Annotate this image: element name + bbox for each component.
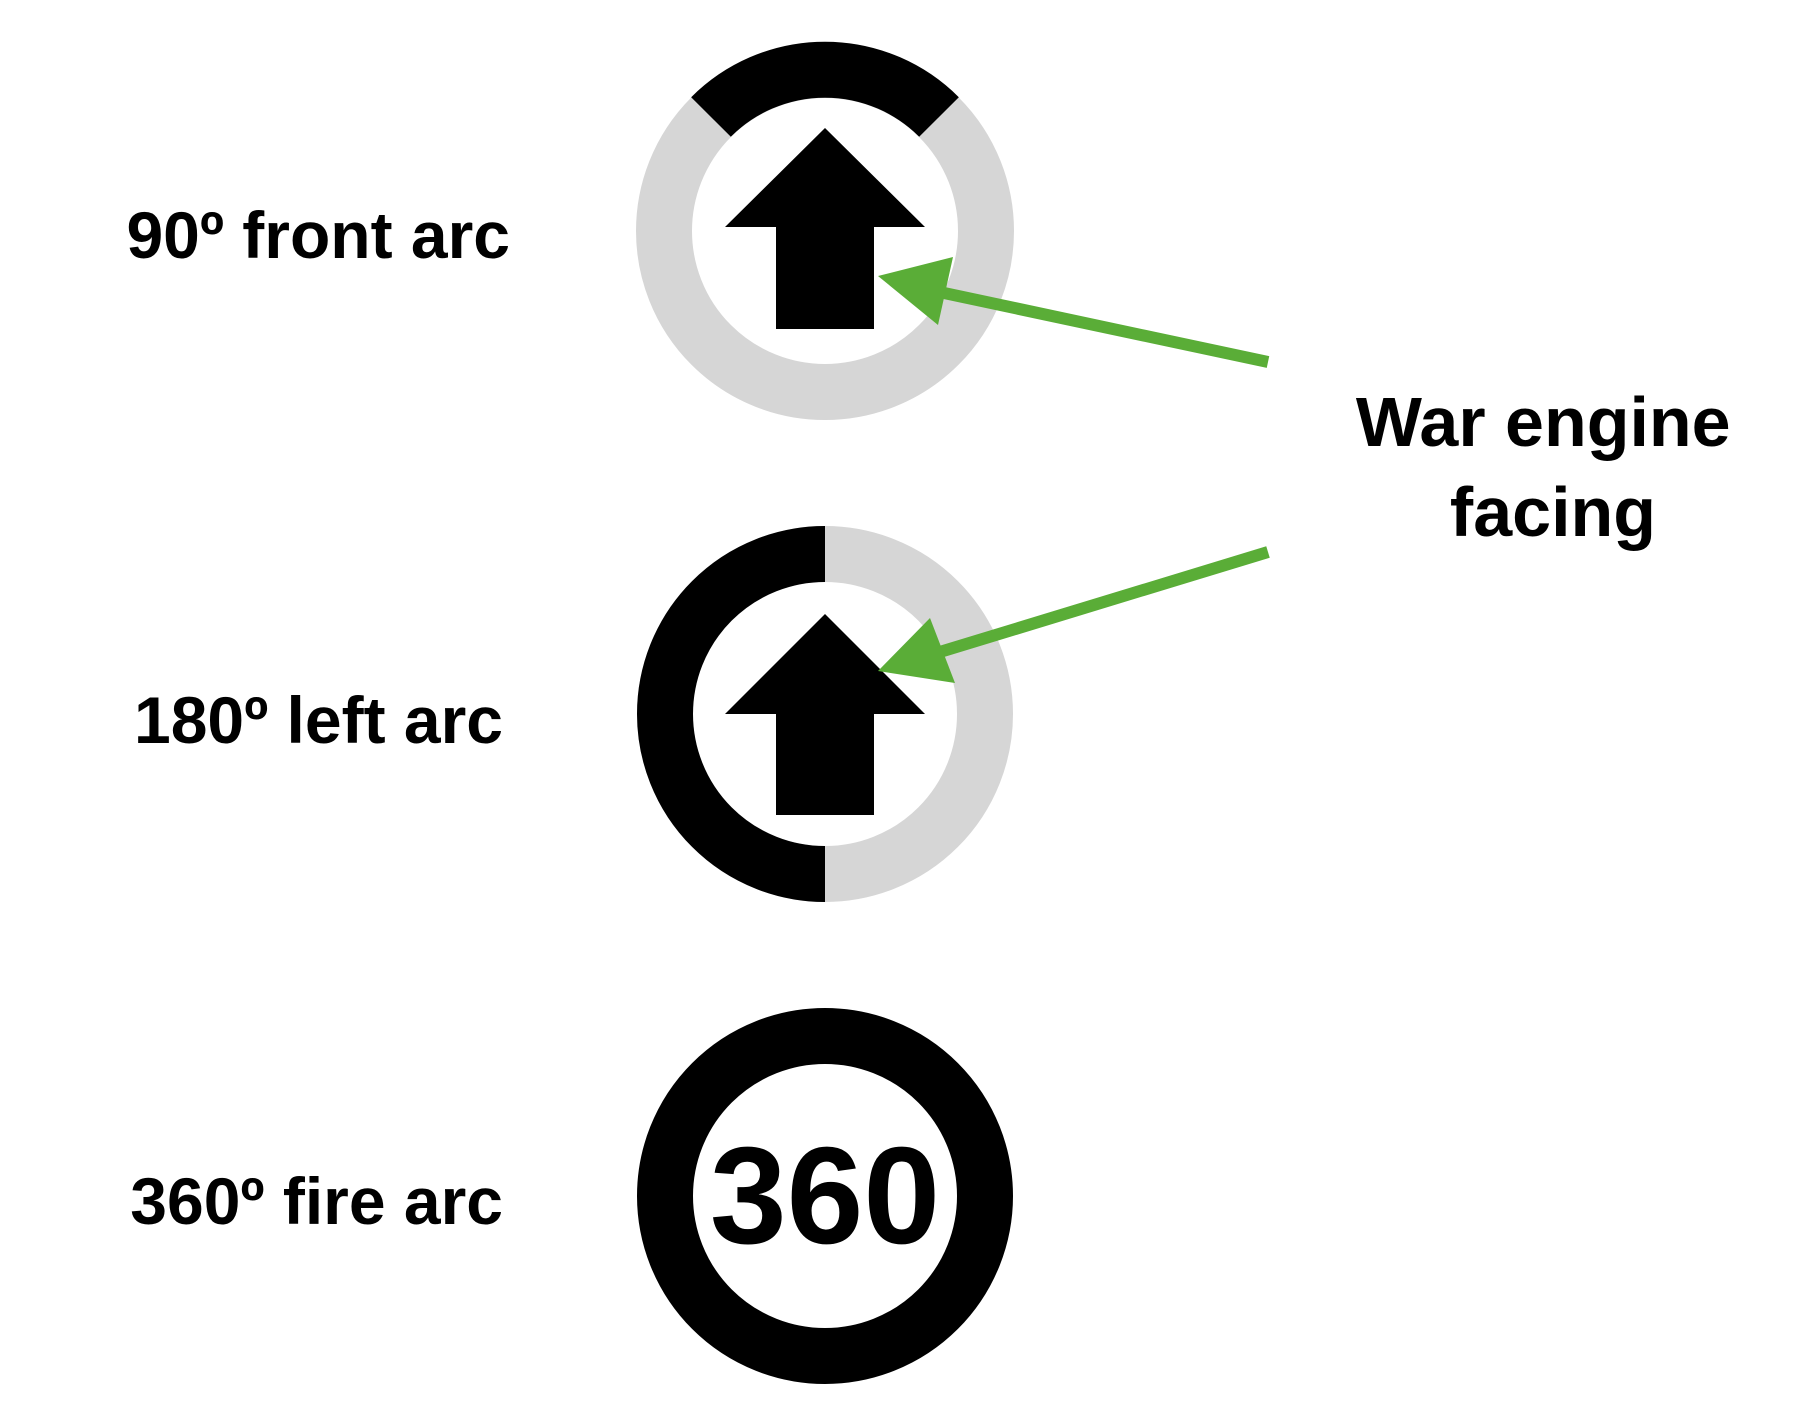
pointer-arrow-bottom <box>878 546 1270 683</box>
front-arc-ring-active <box>691 41 959 138</box>
full-arc-ring <box>637 1008 1013 1384</box>
full-arc-icon: 360 <box>637 1008 1013 1384</box>
callout-title: War engine facing <box>1356 383 1750 551</box>
left-arc-icon <box>637 526 1013 902</box>
up-arrow-icon <box>725 128 925 329</box>
front-arc-icon <box>636 41 1014 420</box>
callout-line-1: War engine <box>1356 383 1731 461</box>
up-arrow-icon <box>725 614 925 815</box>
row-label-front-arc: 90º front arc <box>126 198 510 272</box>
row-label-left-arc: 180º left arc <box>134 683 503 757</box>
callout-line-2: facing <box>1450 473 1656 551</box>
row-label-full-arc: 360º fire arc <box>130 1164 503 1238</box>
left-arc-ring-active <box>637 526 826 902</box>
pointer-arrow-top <box>878 257 1270 368</box>
arc-center-number: 360 <box>710 1119 940 1273</box>
